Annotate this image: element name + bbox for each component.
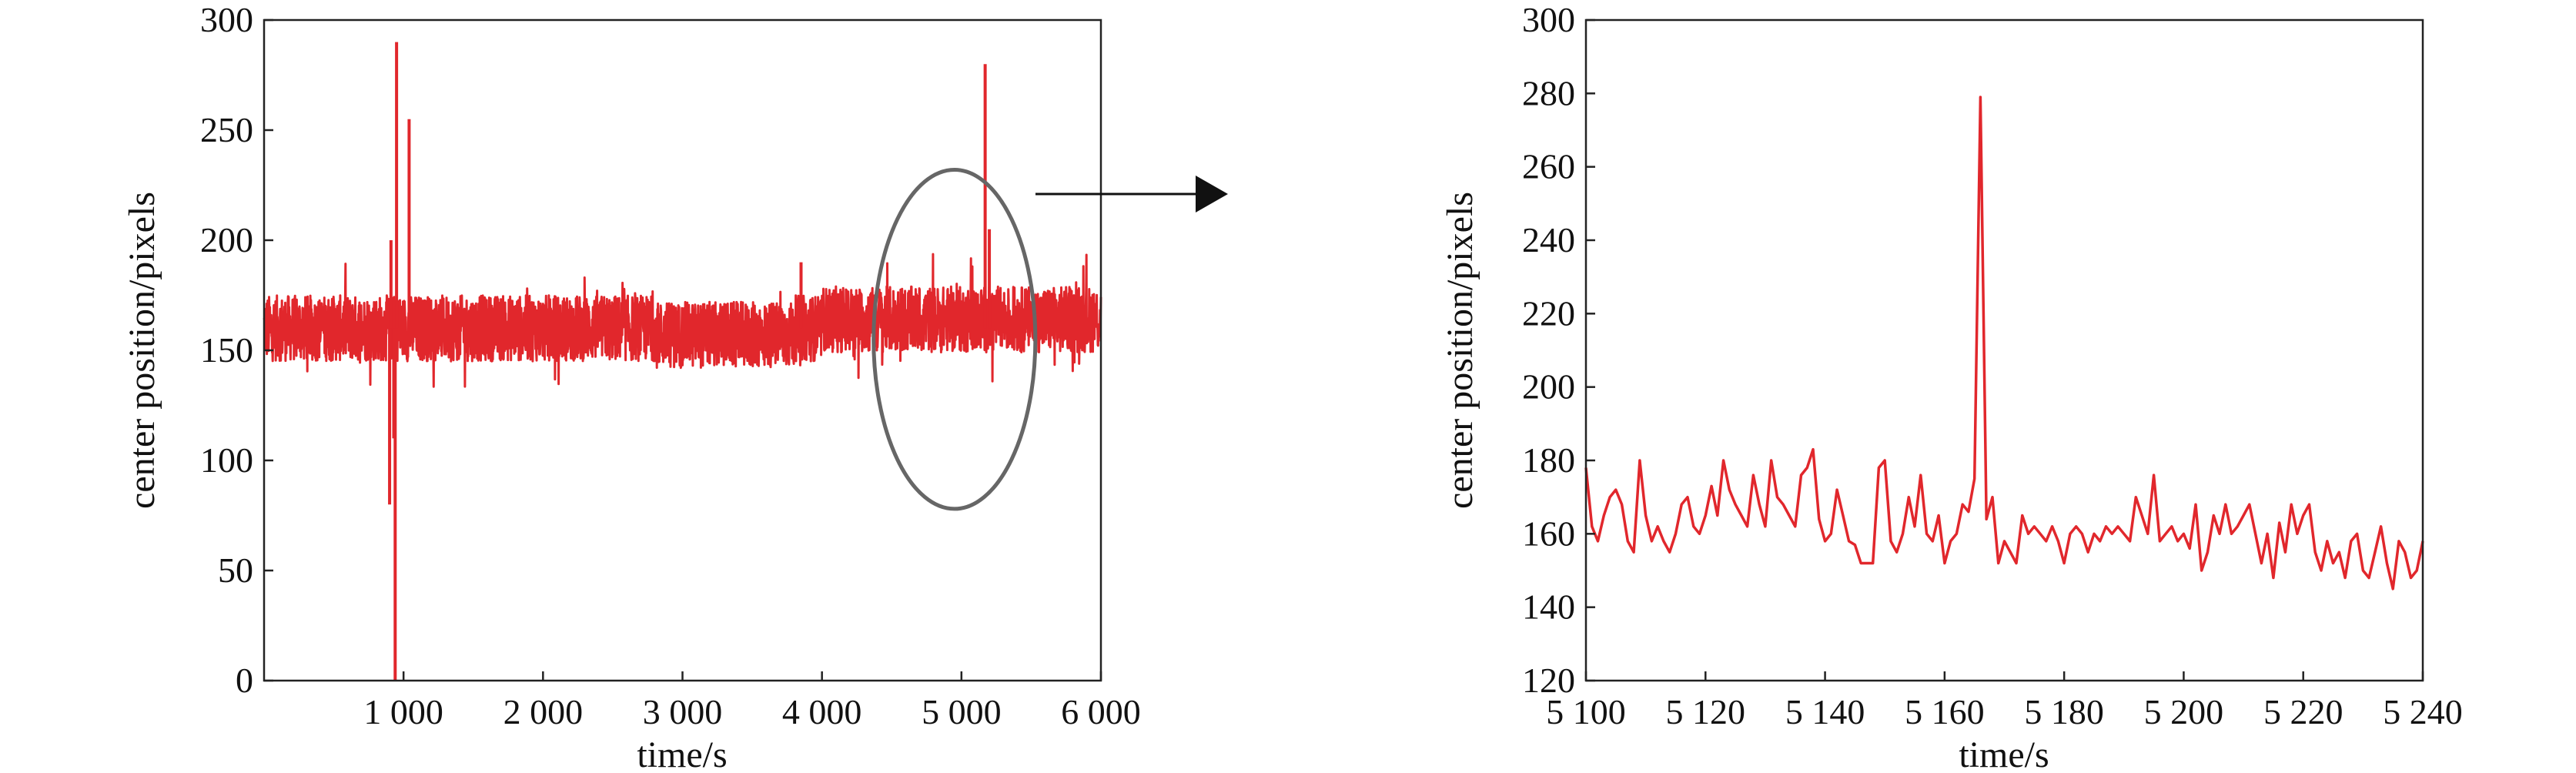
zoom-x-tick-label: 5 120 (1666, 692, 1746, 731)
zoom-y-axis-label: center position/pixels (1440, 192, 1480, 509)
zoom-y-tick-labels: 120 140 160 180 200 220 240 260 280 300 (1522, 0, 1575, 700)
zoom-x-tick-label: 5 200 (2144, 692, 2224, 731)
zoom-arrow-head (1196, 176, 1228, 212)
overview-y-tick-label: 100 (200, 440, 253, 480)
zoom-region-ellipse (871, 167, 1038, 511)
zoom-x-tick-label: 5 100 (1546, 692, 1626, 731)
zoom-y-tick-label: 300 (1522, 0, 1575, 39)
zoom-y-tick-label: 260 (1522, 147, 1575, 186)
overview-y-axis-label: center position/pixels (122, 192, 162, 509)
zoom-ticks (1584, 18, 2424, 682)
zoom-y-tick-label: 160 (1522, 514, 1575, 553)
overview-x-tick-label: 5 000 (922, 692, 1002, 731)
zoom-y-tick-label: 220 (1522, 293, 1575, 333)
overview-y-tick-label: 250 (200, 110, 253, 149)
overview-series (263, 42, 1102, 681)
zoom-y-tick-label: 180 (1522, 440, 1575, 480)
overview-series-line (263, 253, 1102, 388)
overview-y-tick-labels: 0 50 100 150 200 250 300 (200, 0, 253, 700)
zoom-x-tick-label: 5 160 (1905, 692, 1985, 731)
zoom-series-line (1584, 95, 2424, 591)
overview-x-tick-label: 2 000 (503, 692, 584, 731)
zoom-y-tick-label: 140 (1522, 587, 1575, 627)
overview-ticks (264, 18, 1102, 682)
chart-overview: 0 50 100 150 200 250 300 1 000 2 000 3 000 4 000 5… (122, 0, 1141, 773)
overview-x-tick-label: 4 000 (782, 692, 862, 731)
zoom-x-tick-label: 5 220 (2263, 692, 2343, 731)
zoom-x-tick-label: 5 140 (1785, 692, 1865, 731)
overview-y-tick-label: 50 (218, 550, 253, 590)
overview-x-tick-labels: 1 000 2 000 3 000 4 000 5 000 6 000 (363, 692, 1140, 731)
zoom-y-tick-label: 280 (1522, 73, 1575, 112)
overview-x-tick-label: 1 000 (363, 692, 443, 731)
zoom-x-tick-labels: 5 100 5 120 5 140 5 160 5 180 5 200 5 220 5 240 (1546, 692, 2463, 731)
zoom-x-tick-label: 5 240 (2383, 692, 2463, 731)
chart-zoom: 120 140 160 180 200 220 240 260 280 300 5 100 5 12… (1440, 0, 2463, 773)
overview-x-axis-label: time/s (637, 735, 727, 773)
overview-x-tick-label: 3 000 (643, 692, 723, 731)
overview-y-tick-label: 200 (200, 220, 253, 259)
overview-y-tick-label: 0 (236, 661, 253, 700)
overview-y-tick-label: 300 (200, 0, 253, 39)
zoom-y-tick-label: 240 (1522, 220, 1575, 259)
zoom-y-tick-label: 120 (1522, 661, 1575, 700)
zoom-plot-frame (1584, 18, 2424, 682)
zoom-x-tick-label: 5 180 (2024, 692, 2104, 731)
zoom-x-axis-label: time/s (1959, 735, 2049, 773)
overview-x-tick-label: 6 000 (1061, 692, 1141, 731)
overview-y-tick-label: 150 (200, 330, 253, 370)
zoom-y-tick-label: 200 (1522, 367, 1575, 407)
zoom-arrow (1035, 176, 1228, 212)
zoom-series (1584, 95, 2424, 591)
